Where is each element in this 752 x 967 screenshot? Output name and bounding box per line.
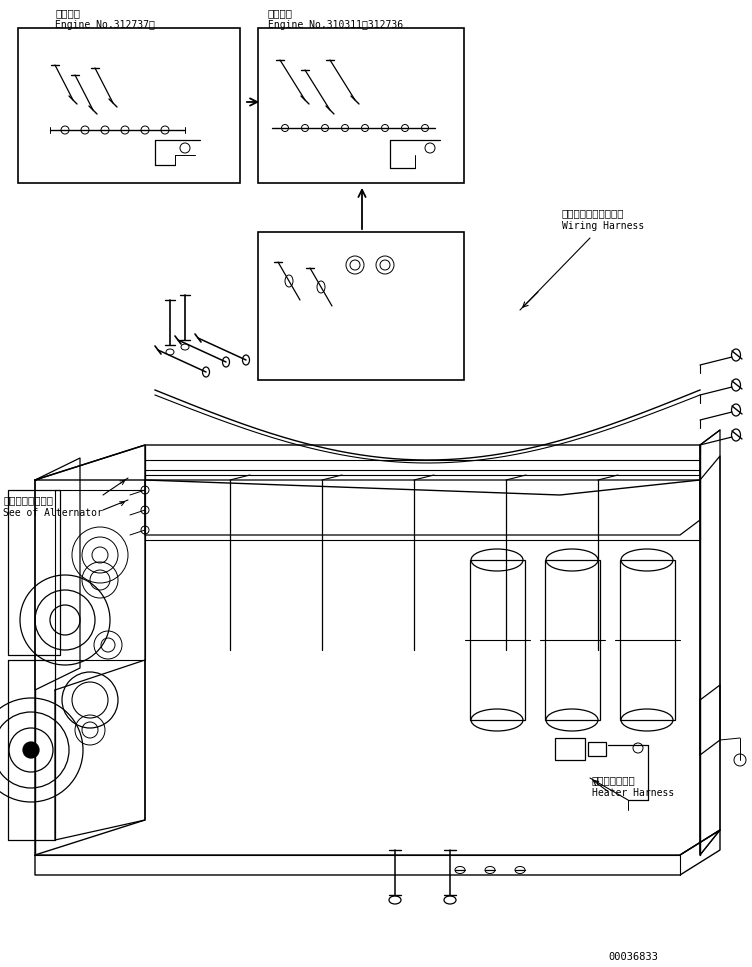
Bar	[555, 738, 585, 760]
Bar	[470, 560, 525, 720]
Circle shape	[23, 742, 39, 758]
Text: ヒータハーネス: ヒータハーネス	[592, 775, 635, 785]
Bar	[545, 560, 600, 720]
Text: 適用号機: 適用号機	[268, 8, 293, 18]
Bar	[588, 742, 606, 756]
Text: Engine No.310311～312736: Engine No.310311～312736	[268, 20, 403, 30]
Text: Engine No.312737～: Engine No.312737～	[55, 20, 155, 30]
Bar	[8, 490, 60, 655]
Text: Wiring Harness: Wiring Harness	[562, 221, 644, 231]
Text: Heater Harness: Heater Harness	[592, 788, 675, 798]
Text: ワイヤリングハーネス: ワイヤリングハーネス	[562, 208, 624, 218]
Bar	[258, 28, 464, 183]
Text: 00036833: 00036833	[608, 952, 658, 962]
Bar	[258, 232, 464, 380]
Bar	[18, 28, 240, 183]
Bar	[55, 490, 145, 660]
Bar	[620, 560, 675, 720]
Text: See of Alternator: See of Alternator	[3, 508, 103, 518]
Text: オルタネータ参照: オルタネータ参照	[3, 495, 53, 505]
Text: 適用号機: 適用号機	[55, 8, 80, 18]
